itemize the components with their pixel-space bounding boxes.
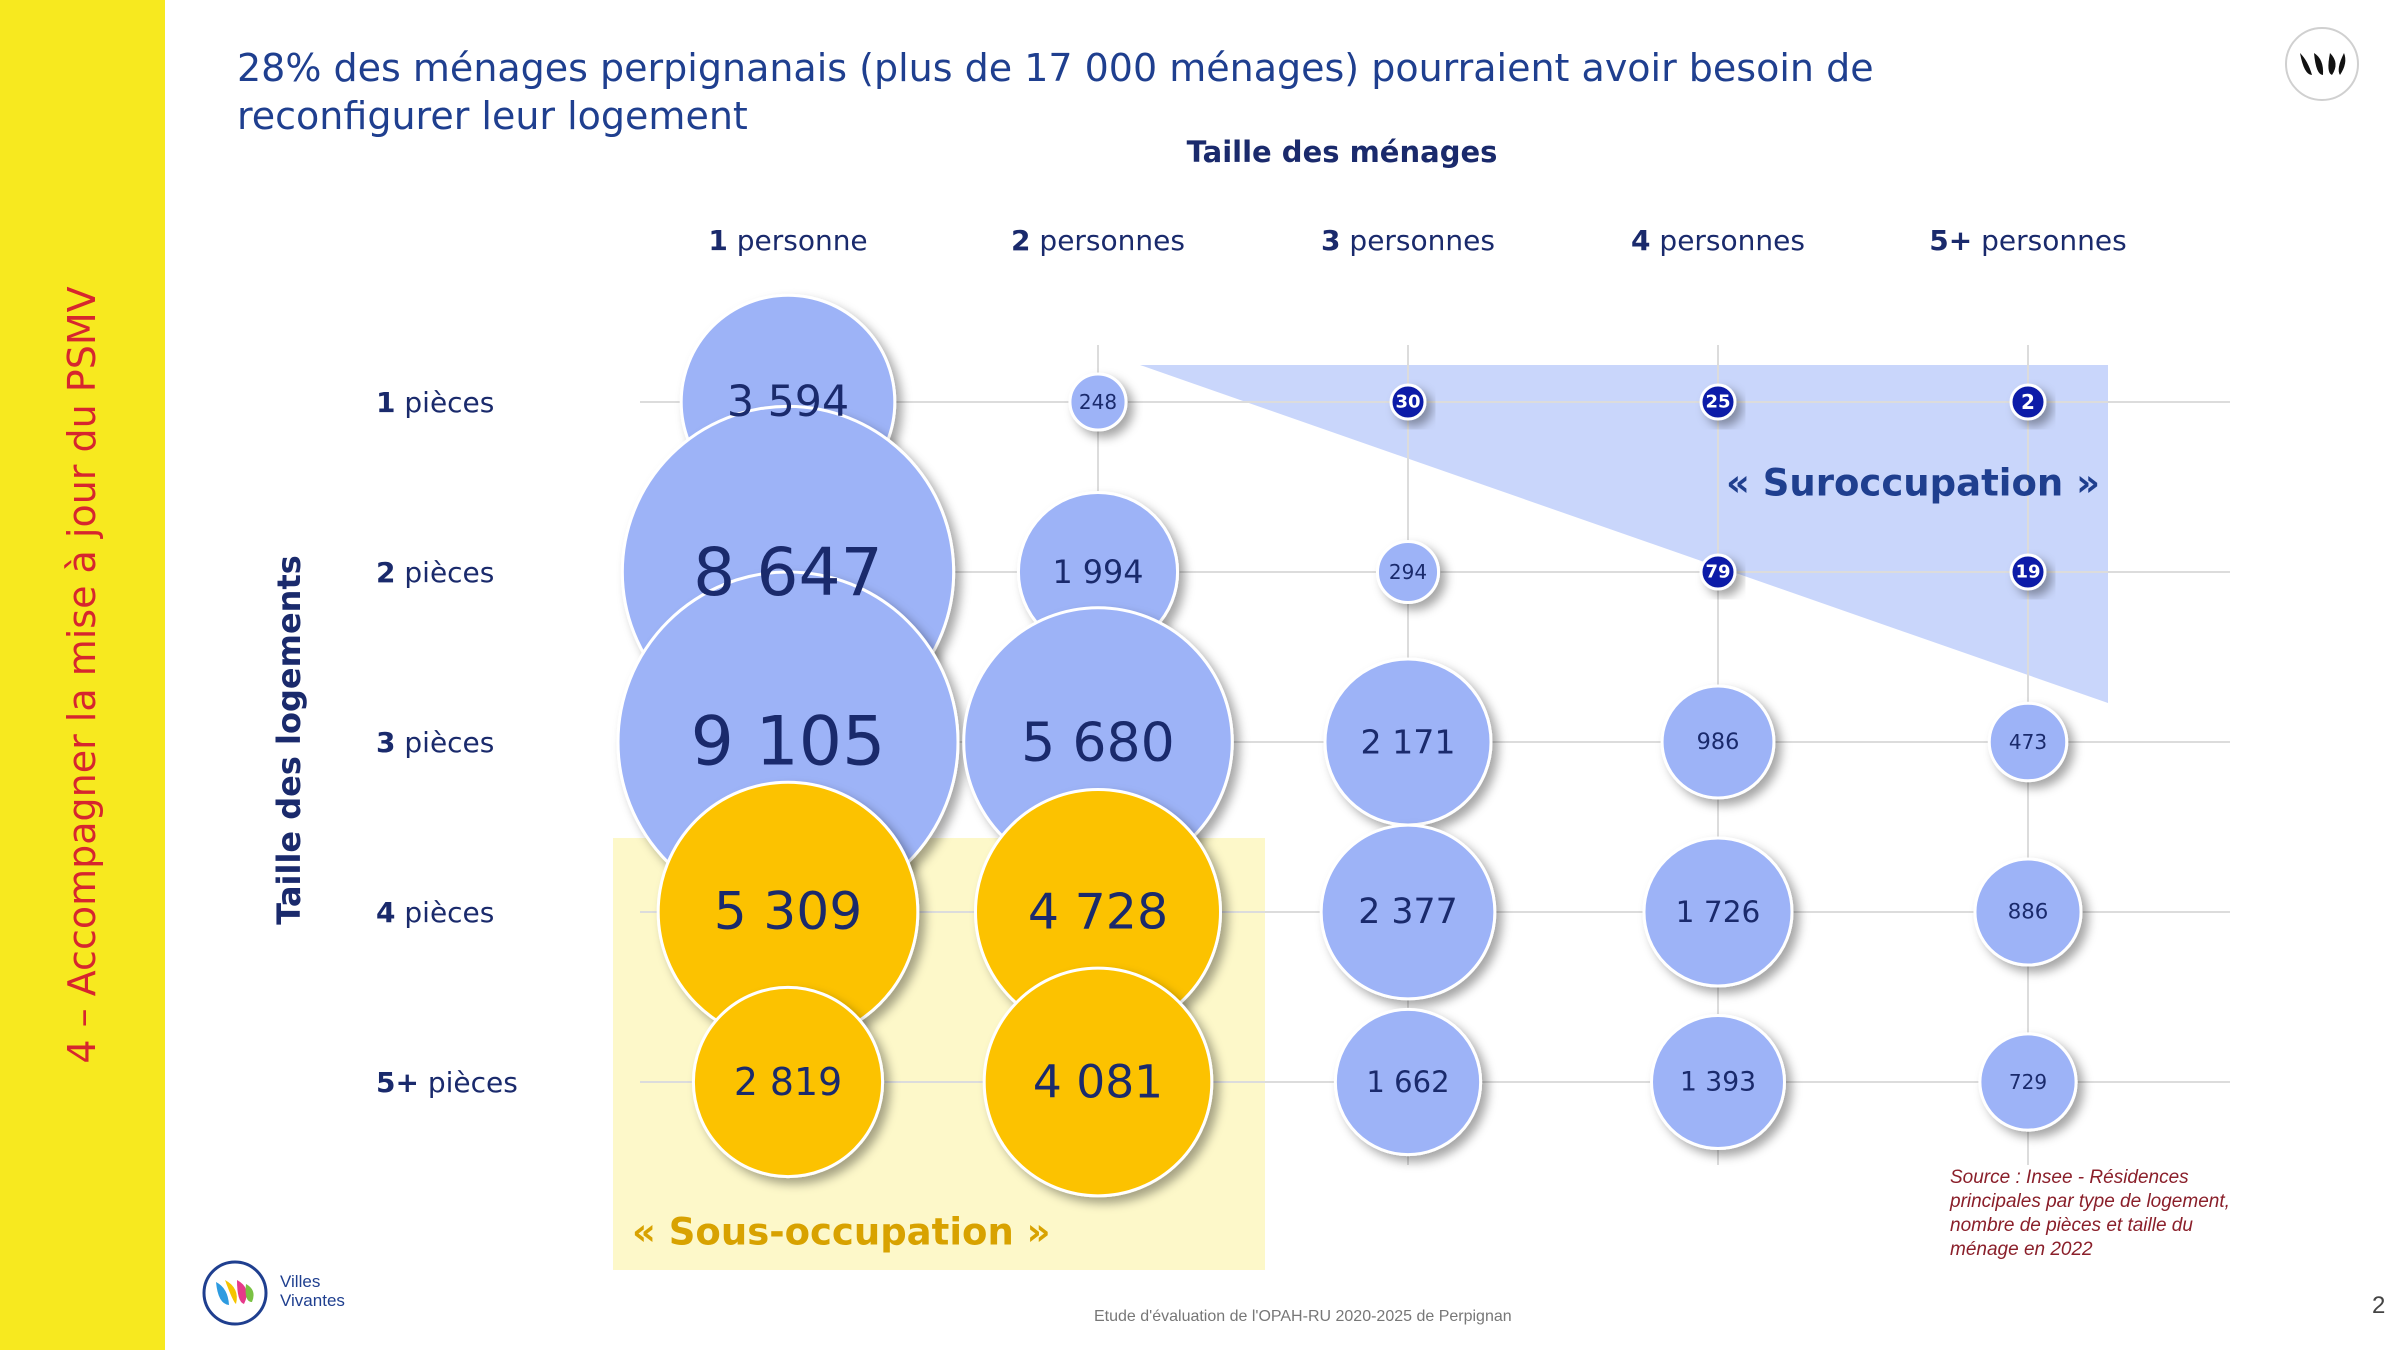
bubble xyxy=(1699,383,1737,421)
y-tick-label: 1 pièces xyxy=(376,386,494,419)
over-occupation-label: « Suroccupation » xyxy=(1726,462,2100,505)
bubble xyxy=(1319,823,1497,1001)
y-tick-label: 2 pièces xyxy=(376,556,494,589)
bubble xyxy=(2009,383,2047,421)
bubble xyxy=(1660,684,1776,800)
bubble xyxy=(2009,553,2047,591)
bubble xyxy=(982,966,1214,1198)
over-occupation-zone xyxy=(1140,365,2108,703)
x-tick-label: 4 personnes xyxy=(1631,224,1805,257)
y-axis-title: Taille des logements xyxy=(270,555,308,925)
bubble-value-label: 1 393 xyxy=(1680,1067,1756,1098)
source-note: Source : Insee - Résidences principales … xyxy=(1950,1167,2230,1260)
bubble-value-label: 729 xyxy=(2009,1070,2047,1094)
bubble-value-label: 4 081 xyxy=(1033,1056,1163,1109)
bubble xyxy=(691,985,885,1179)
y-tick-label: 3 pièces xyxy=(376,726,494,759)
x-axis-title: Taille des ménages xyxy=(1187,135,1498,169)
bubble xyxy=(1650,1014,1786,1150)
bubble xyxy=(1699,553,1737,591)
x-tick-label: 1 personne xyxy=(708,224,867,257)
bubble xyxy=(1375,539,1441,605)
bubble-value-label: 79 xyxy=(1705,562,1730,583)
bubble xyxy=(1987,701,2069,783)
bubble-value-label: 19 xyxy=(2015,562,2040,583)
page-number: 2 xyxy=(2372,1292,2386,1319)
bubble xyxy=(1978,1032,2078,1132)
bubble-value-label: 2 819 xyxy=(734,1060,842,1104)
bubble-value-label: 2 xyxy=(2021,390,2035,414)
bubble-value-label: 25 xyxy=(1705,392,1730,413)
under-occupation-label: « Sous-occupation » xyxy=(632,1211,1051,1254)
logo-text: Villes Vivantes xyxy=(280,1272,345,1310)
bubble xyxy=(1333,1007,1483,1157)
bubble-value-label: 5 309 xyxy=(714,882,863,942)
bubble-value-label: 1 726 xyxy=(1676,895,1761,929)
bubble-value-label: 4 728 xyxy=(1028,884,1168,941)
y-tick-label: 4 pièces xyxy=(376,896,494,929)
footer-text: Etude d'évaluation de l'OPAH-RU 2020-202… xyxy=(1094,1308,1512,1325)
bubble-value-label: 3 594 xyxy=(727,377,849,427)
villes-vivantes-logo-icon xyxy=(202,1260,268,1326)
bubble-value-label: 2 171 xyxy=(1360,723,1455,762)
bubble xyxy=(1389,383,1427,421)
bubble-value-label: 5 680 xyxy=(1021,711,1175,774)
bubble xyxy=(1642,836,1794,988)
brand-logo-icon xyxy=(2285,27,2359,101)
bubble-value-label: 8 647 xyxy=(693,533,883,611)
bubble xyxy=(1068,372,1128,432)
bubble-value-label: 248 xyxy=(1079,390,1117,414)
y-tick-label: 5+ pièces xyxy=(376,1066,518,1099)
bubble-value-label: 2 377 xyxy=(1358,892,1457,932)
sidebar: 4 – Accompagner la mise à jour du PSMV xyxy=(0,0,165,1350)
bubble-value-label: 473 xyxy=(2009,730,2047,754)
x-tick-label: 3 personnes xyxy=(1321,224,1495,257)
x-tick-label: 5+ personnes xyxy=(1929,224,2126,257)
bubble-value-label: 294 xyxy=(1389,560,1427,584)
page-title: 28% des ménages perpignanais (plus de 17… xyxy=(237,46,1874,138)
x-tick-label: 2 personnes xyxy=(1011,224,1185,257)
bubble-value-label: 9 105 xyxy=(691,703,886,782)
bubble-value-label: 886 xyxy=(2008,900,2048,925)
bubble-value-label: 1 994 xyxy=(1052,553,1143,591)
bubble xyxy=(1973,857,2083,967)
bubble-value-label: 1 662 xyxy=(1366,1065,1449,1099)
bubble-value-label: 30 xyxy=(1395,392,1420,413)
bubble-value-label: 986 xyxy=(1697,729,1740,755)
